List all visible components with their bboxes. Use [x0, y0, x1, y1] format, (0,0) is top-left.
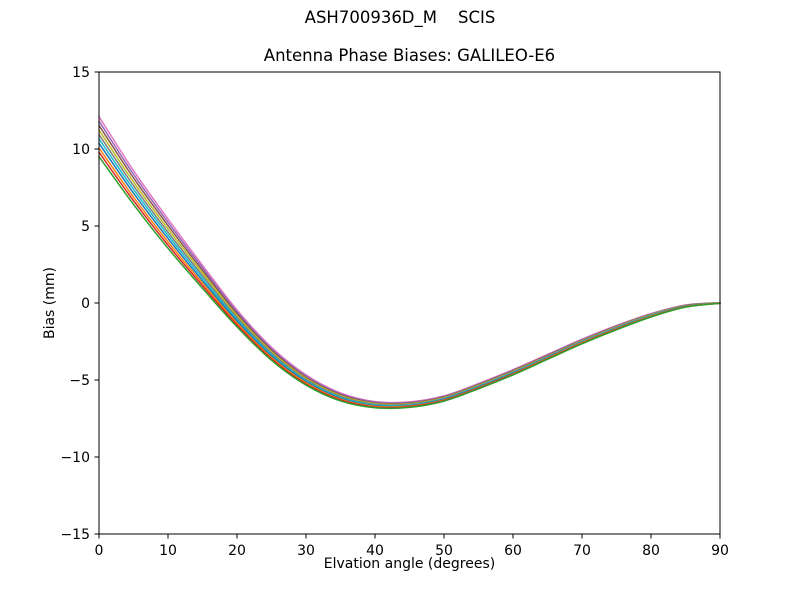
- series-line-9: [98, 151, 721, 409]
- y-tick-label: 15: [72, 65, 90, 81]
- x-tick-label: 10: [159, 543, 177, 559]
- y-axis-label: Bias (mm): [42, 266, 58, 340]
- y-tick-label: 0: [81, 296, 90, 312]
- y-tick-label: 5: [81, 219, 90, 235]
- x-tick-label: 20: [228, 543, 246, 559]
- axes: [98, 71, 721, 535]
- y-tick-label: −15: [60, 527, 90, 543]
- series-line-5: [98, 133, 721, 406]
- x-axis-label: Elvation angle (degrees): [323, 556, 496, 572]
- x-tick-label: 30: [297, 543, 315, 559]
- series-line-10: [98, 155, 721, 410]
- x-tick-label: 40: [366, 543, 384, 559]
- series-line-6: [98, 138, 721, 407]
- x-tick-label: 70: [573, 543, 591, 559]
- chart-title: Antenna Phase Biases: GALILEO-E6: [263, 46, 556, 65]
- x-tick-label: 50: [435, 543, 453, 559]
- x-tick-label: 60: [504, 543, 522, 559]
- y-tick-label: −5: [69, 373, 90, 389]
- series-lines: [98, 115, 721, 410]
- y-tick-label: −10: [60, 450, 90, 466]
- figure-suptitle: ASH700936D_M SCIS: [304, 8, 496, 27]
- x-tick-label: 80: [642, 543, 660, 559]
- x-tick-label: 0: [95, 543, 104, 559]
- y-tick-label: 10: [72, 142, 90, 158]
- x-tick-label: 90: [711, 543, 729, 559]
- tick-marks-and-labels: 0 10 20 30 40 50 60 70 80 90 −15 −10 −5 0 5 10 15: [60, 65, 728, 559]
- axes-spines: [98, 71, 721, 535]
